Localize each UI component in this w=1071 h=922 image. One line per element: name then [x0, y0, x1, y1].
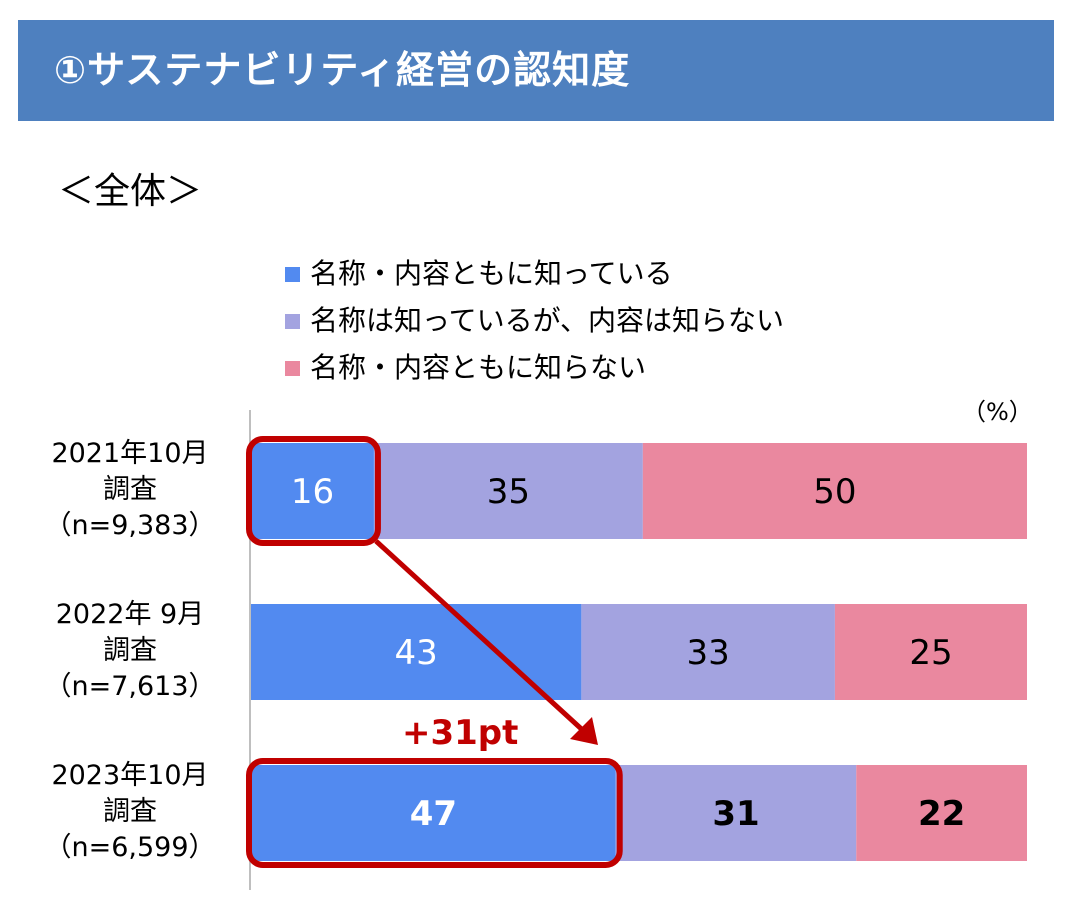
- data-label-2021-known-both: 16: [291, 472, 334, 512]
- data-label-2022-unknown: 25: [909, 633, 952, 673]
- legend-label: 名称・内容ともに知らない: [310, 351, 647, 384]
- legend-item-known-name-only: 名称は知っているが、内容は知らない: [285, 297, 784, 344]
- data-label-2022-known-both: 43: [395, 633, 438, 673]
- bar-segment-2023-known-name-only: [615, 765, 857, 861]
- row-label-date: 2021年10月: [51, 438, 209, 469]
- page-title: ①サステナビリティ経営の認知度: [54, 48, 631, 92]
- callout-change-label: +31pt: [402, 713, 519, 753]
- row-label-2021: 2021年10月 調査 （n=9,383）: [20, 436, 240, 544]
- legend-swatch-blue: [285, 267, 300, 282]
- legend: 名称・内容ともに知っている 名称は知っているが、内容は知らない 名称・内容ともに…: [285, 250, 784, 391]
- data-label-2022-known-name-only: 33: [687, 633, 730, 673]
- row-label-sample: （n=6,599）: [44, 832, 216, 863]
- bar-segment-2021-unknown: [642, 443, 1027, 539]
- bar-segment-2021-known-name-only: [373, 443, 643, 539]
- highlight-box-2021: [246, 436, 381, 546]
- legend-swatch-pink: [285, 361, 300, 376]
- legend-item-unknown: 名称・内容ともに知らない: [285, 344, 784, 391]
- change-arrow-head: [570, 717, 598, 745]
- row-label-date: 2022年 9月: [55, 599, 205, 630]
- legend-label: 名称は知っているが、内容は知らない: [310, 304, 785, 337]
- title-banner: ①サステナビリティ経営の認知度: [18, 20, 1054, 121]
- data-label-2021-known-name-only: 35: [487, 472, 530, 512]
- data-label-2023-known-both: 47: [410, 794, 457, 834]
- row-label-date: 2023年10月: [51, 760, 209, 791]
- legend-label: 名称・内容ともに知っている: [310, 257, 673, 290]
- change-arrow-line: [374, 539, 590, 737]
- chart-subtitle: ＜全体＞: [58, 171, 203, 212]
- row-label-sample: （n=9,383）: [44, 510, 216, 541]
- row-label-survey: 調査: [103, 635, 157, 666]
- bar-segment-2023-unknown: [856, 765, 1027, 861]
- row-label-survey: 調査: [103, 474, 157, 505]
- bar-segment-2022-known-name-only: [581, 604, 835, 700]
- legend-swatch-purple: [285, 314, 300, 329]
- row-label-2023: 2023年10月 調査 （n=6,599）: [20, 758, 240, 866]
- data-label-2023-unknown: 22: [918, 794, 965, 834]
- bar-segment-2022-unknown: [834, 604, 1027, 700]
- unit-label: （%）: [962, 398, 1033, 426]
- highlight-box-2023: [246, 758, 623, 868]
- row-label-2022: 2022年 9月 調査 （n=7,613）: [20, 597, 240, 705]
- bar-segment-2021-known-both: [251, 443, 374, 539]
- data-label-2021-unknown: 50: [813, 472, 856, 512]
- row-label-survey: 調査: [103, 796, 157, 827]
- data-label-2023-known-name-only: 31: [712, 794, 759, 834]
- bar-segment-2022-known-both: [251, 604, 582, 700]
- legend-item-known-both: 名称・内容ともに知っている: [285, 250, 784, 297]
- row-label-sample: （n=7,613）: [44, 671, 216, 702]
- bar-segment-2023-known-both: [251, 765, 616, 861]
